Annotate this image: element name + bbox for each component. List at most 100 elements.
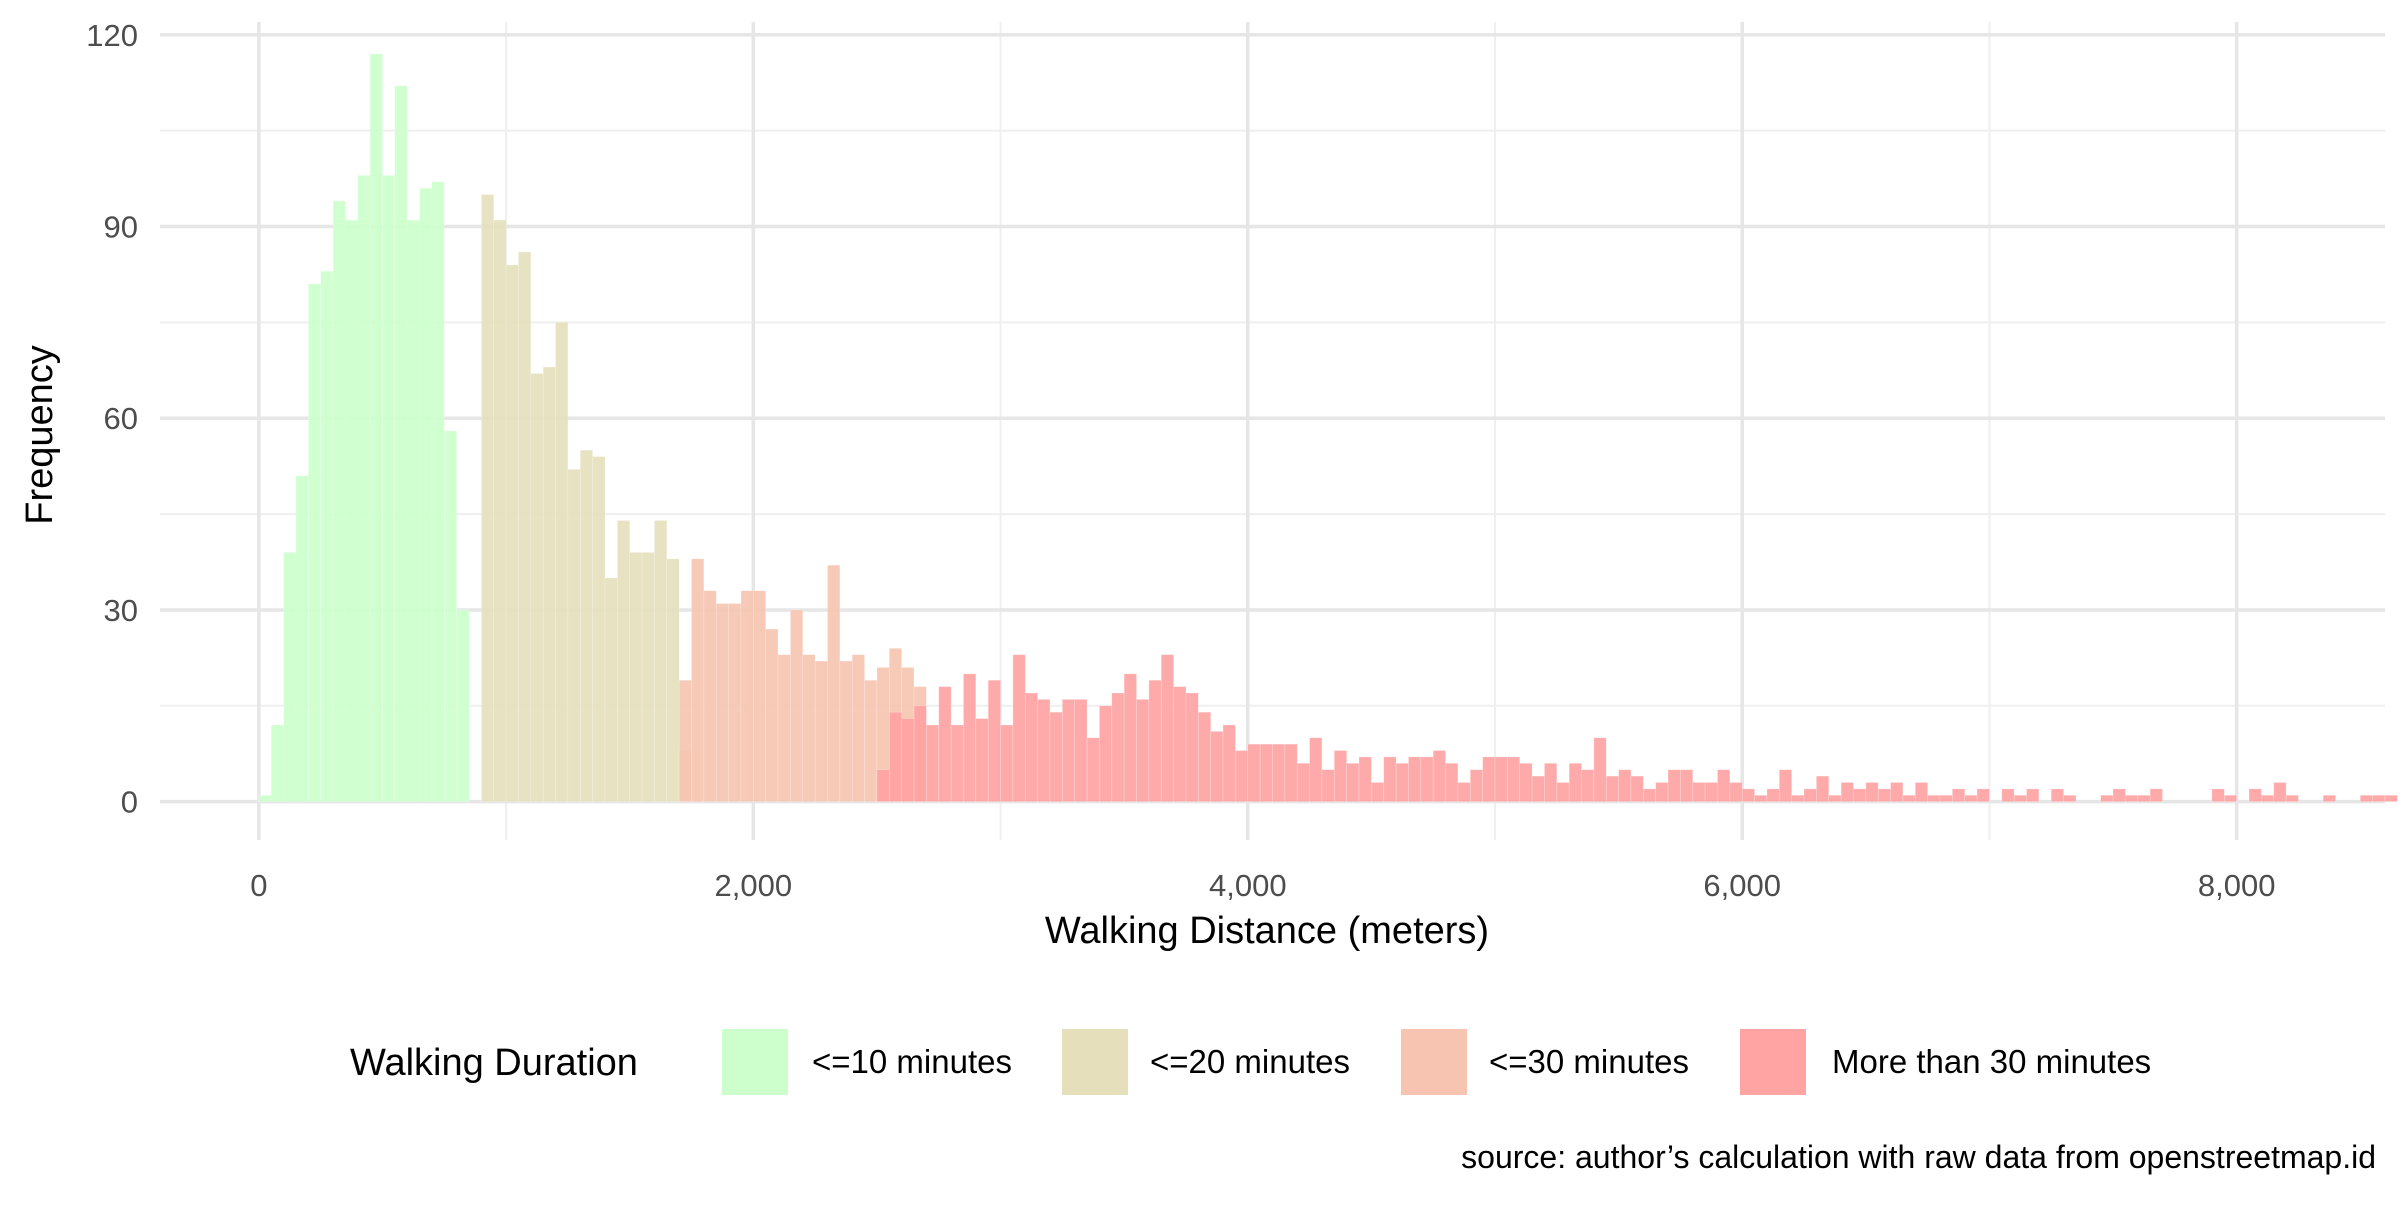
- histogram-bar: [1432, 750, 1446, 802]
- histogram-bar: [1099, 705, 1113, 802]
- histogram-bar: [1803, 788, 1817, 802]
- histogram-bar: [1581, 769, 1595, 802]
- histogram-bar: [691, 558, 705, 802]
- histogram-bar: [901, 718, 915, 802]
- histogram-bar: [913, 705, 927, 802]
- histogram-bar: [1012, 654, 1026, 802]
- histogram-bar: [703, 590, 717, 802]
- histogram-bar: [2100, 794, 2114, 802]
- histogram-bar: [579, 449, 593, 802]
- histogram-bar: [1160, 654, 1174, 802]
- legend-label: <=30 minutes: [1489, 1043, 1689, 1080]
- histogram-bar: [456, 609, 470, 802]
- histogram-bar: [1853, 788, 1867, 802]
- histogram-bar: [1519, 763, 1533, 802]
- histogram-bar: [1704, 782, 1718, 802]
- histogram-bar: [938, 686, 952, 802]
- histogram-bar: [715, 603, 729, 802]
- histogram-bar: [1000, 724, 1014, 802]
- histogram-bar: [1927, 794, 1941, 802]
- histogram-bar: [1111, 692, 1125, 802]
- series-1-bars: [258, 53, 470, 802]
- histogram-bar: [555, 322, 569, 802]
- histogram-bar: [1865, 782, 1879, 802]
- histogram-bar: [604, 577, 618, 802]
- series-4-bars: [876, 654, 2398, 802]
- histogram-bar: [1964, 794, 1978, 802]
- histogram-bar: [963, 673, 977, 802]
- histogram-bar: [431, 181, 445, 802]
- histogram-bar: [827, 564, 841, 802]
- histogram-bar: [2149, 788, 2163, 802]
- histogram-bar: [678, 679, 692, 802]
- histogram-bar: [1395, 763, 1409, 802]
- histogram-bar: [2273, 782, 2287, 802]
- histogram-bar: [889, 711, 902, 802]
- histogram-bar: [1914, 782, 1928, 802]
- histogram-bar: [864, 679, 878, 802]
- histogram-bar: [1173, 686, 1187, 802]
- histogram-bar: [2359, 794, 2373, 802]
- histogram-bar: [1680, 769, 1694, 802]
- histogram-bar: [1531, 775, 1545, 802]
- histogram-bar: [1741, 788, 1755, 802]
- histogram-bar: [1346, 763, 1360, 802]
- histogram-bar: [1692, 782, 1706, 802]
- x-axis-label: Walking Distance (meters): [1045, 910, 1489, 952]
- histogram-bar: [1062, 699, 1076, 802]
- histogram-bar: [2112, 788, 2126, 802]
- histogram-bar: [1544, 763, 1558, 802]
- histogram-bar: [1482, 756, 1496, 802]
- x-tick-label: 2,000: [715, 868, 793, 903]
- histogram-bar: [270, 724, 284, 802]
- histogram-bar: [444, 430, 457, 802]
- histogram-bar: [1198, 711, 1211, 802]
- histogram-bar: [839, 660, 853, 802]
- histogram-bar: [1976, 788, 1990, 802]
- histogram-bar: [2248, 788, 2262, 802]
- legend-label: More than 30 minutes: [1832, 1043, 2151, 1080]
- histogram-bar: [876, 769, 890, 802]
- histogram-bar: [1877, 788, 1891, 802]
- histogram-bar: [1729, 782, 1743, 802]
- histogram-bar: [2137, 794, 2151, 802]
- y-tick-label: 60: [104, 401, 138, 436]
- histogram-bar: [1235, 750, 1249, 802]
- histogram-bar: [406, 219, 420, 802]
- histogram-bar: [1717, 769, 1731, 802]
- histogram-bar: [1630, 775, 1644, 802]
- y-tick-label: 30: [104, 593, 138, 628]
- histogram-bar: [505, 264, 519, 802]
- histogram-bar: [1024, 692, 1038, 802]
- histogram-bar: [1556, 782, 1570, 802]
- histogram-bar: [851, 654, 865, 802]
- histogram-bar: [2001, 788, 2015, 802]
- legend-key: [1401, 1029, 1467, 1095]
- histogram-bars: [258, 53, 2398, 802]
- histogram-bar: [394, 85, 408, 802]
- histogram-bar: [1148, 679, 1162, 802]
- histogram-bar: [629, 552, 643, 802]
- histogram-bar: [654, 520, 668, 802]
- histogram-bar: [1593, 737, 1607, 802]
- histogram-bar: [567, 469, 581, 802]
- histogram-bar: [1049, 711, 1063, 802]
- histogram-bar: [641, 552, 655, 802]
- histogram-bar: [765, 628, 779, 802]
- histogram-bar: [1371, 782, 1385, 802]
- histogram-bar: [1445, 763, 1459, 802]
- x-tick-label: 6,000: [1703, 868, 1781, 903]
- histogram-bar: [295, 475, 309, 802]
- y-tick-label: 0: [121, 785, 138, 820]
- x-tick-label: 4,000: [1209, 868, 1287, 903]
- histogram-bar: [950, 724, 964, 802]
- histogram-bar: [1655, 782, 1669, 802]
- histogram-bar: [258, 794, 272, 802]
- legend-key: [1062, 1029, 1128, 1095]
- histogram-bar: [530, 373, 544, 802]
- histogram-bar: [1902, 794, 1916, 802]
- histogram-bar: [382, 175, 396, 802]
- histogram-bar: [1247, 743, 1261, 802]
- histogram-bar: [1469, 769, 1483, 802]
- histogram-bar: [1605, 775, 1619, 802]
